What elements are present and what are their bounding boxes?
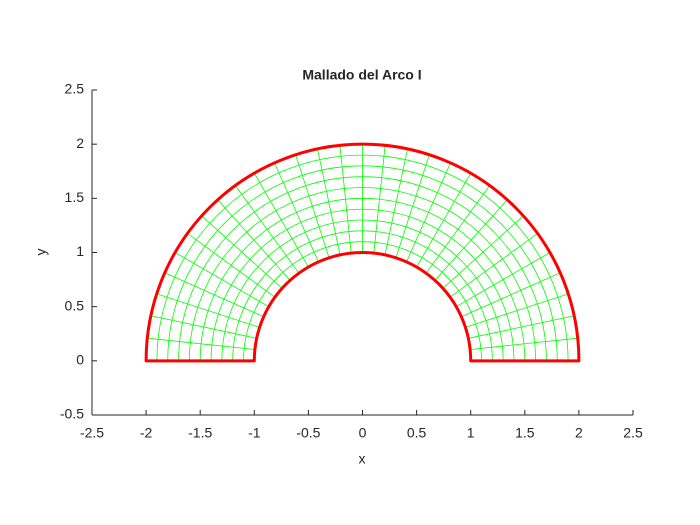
x-tick-label: 1.5 [515,425,535,441]
mesh-radial-line [339,145,352,254]
x-tick-label: -0.5 [296,425,320,441]
y-tick-label: 0 [76,352,84,368]
mesh-radial-line [234,185,300,274]
y-tick-label: 2.5 [65,81,85,97]
mesh-radial-line [406,162,451,263]
x-tick-label: 0.5 [407,425,427,441]
y-tick-label: 0.5 [65,297,85,313]
x-tick-label: -1 [248,425,261,441]
mesh-radial-line [416,172,472,268]
mesh-radial-line [465,293,569,328]
mesh-radial-line [470,337,578,350]
mesh-radial-line [456,252,551,308]
x-tick-label: 0 [359,425,367,441]
mesh-radial-line [201,215,283,289]
mesh-radial-line [147,337,255,350]
mesh-radial-line [384,148,408,255]
mesh-radial-line [449,233,538,298]
y-tick-label: 2 [76,135,84,151]
mesh-radial-line [425,185,491,274]
x-axis-label: x [359,451,366,467]
y-tick-label: -0.5 [60,406,84,422]
x-tick-label: 2 [575,425,583,441]
x-tick-label: -2.5 [80,425,104,441]
mesh-radial-line [295,154,330,258]
y-axis-label: y [33,249,49,256]
mesh-radial-line [174,252,269,308]
mesh-radial-line [461,272,561,318]
mesh-radial-line [187,233,276,298]
mesh-radial-line [217,199,291,281]
mesh-radial-line [373,145,386,254]
chart-title: Mallado del Arco I [302,67,421,83]
boundary [144,142,581,363]
mesh-radial-line [317,148,341,255]
mesh-radial-line [156,293,260,328]
y-tick-label: 1.5 [65,189,85,205]
mesh-radial-line [395,154,430,258]
mesh-radial-line [164,272,264,318]
x-tick-label: 2.5 [623,425,643,441]
mesh-radial-line [253,172,309,268]
y-tick-label: 1 [76,243,84,259]
mesh-arc [243,241,482,361]
x-tick-label: -1.5 [188,425,212,441]
mesh-radial-line [150,315,257,339]
x-tick-label: 1 [467,425,475,441]
mesh-radial-line [442,215,524,289]
x-tick-label: -2 [140,425,153,441]
mesh-radial-line [468,315,575,339]
mesh-radial-line [434,199,508,281]
mesh-radial-line [274,162,319,263]
